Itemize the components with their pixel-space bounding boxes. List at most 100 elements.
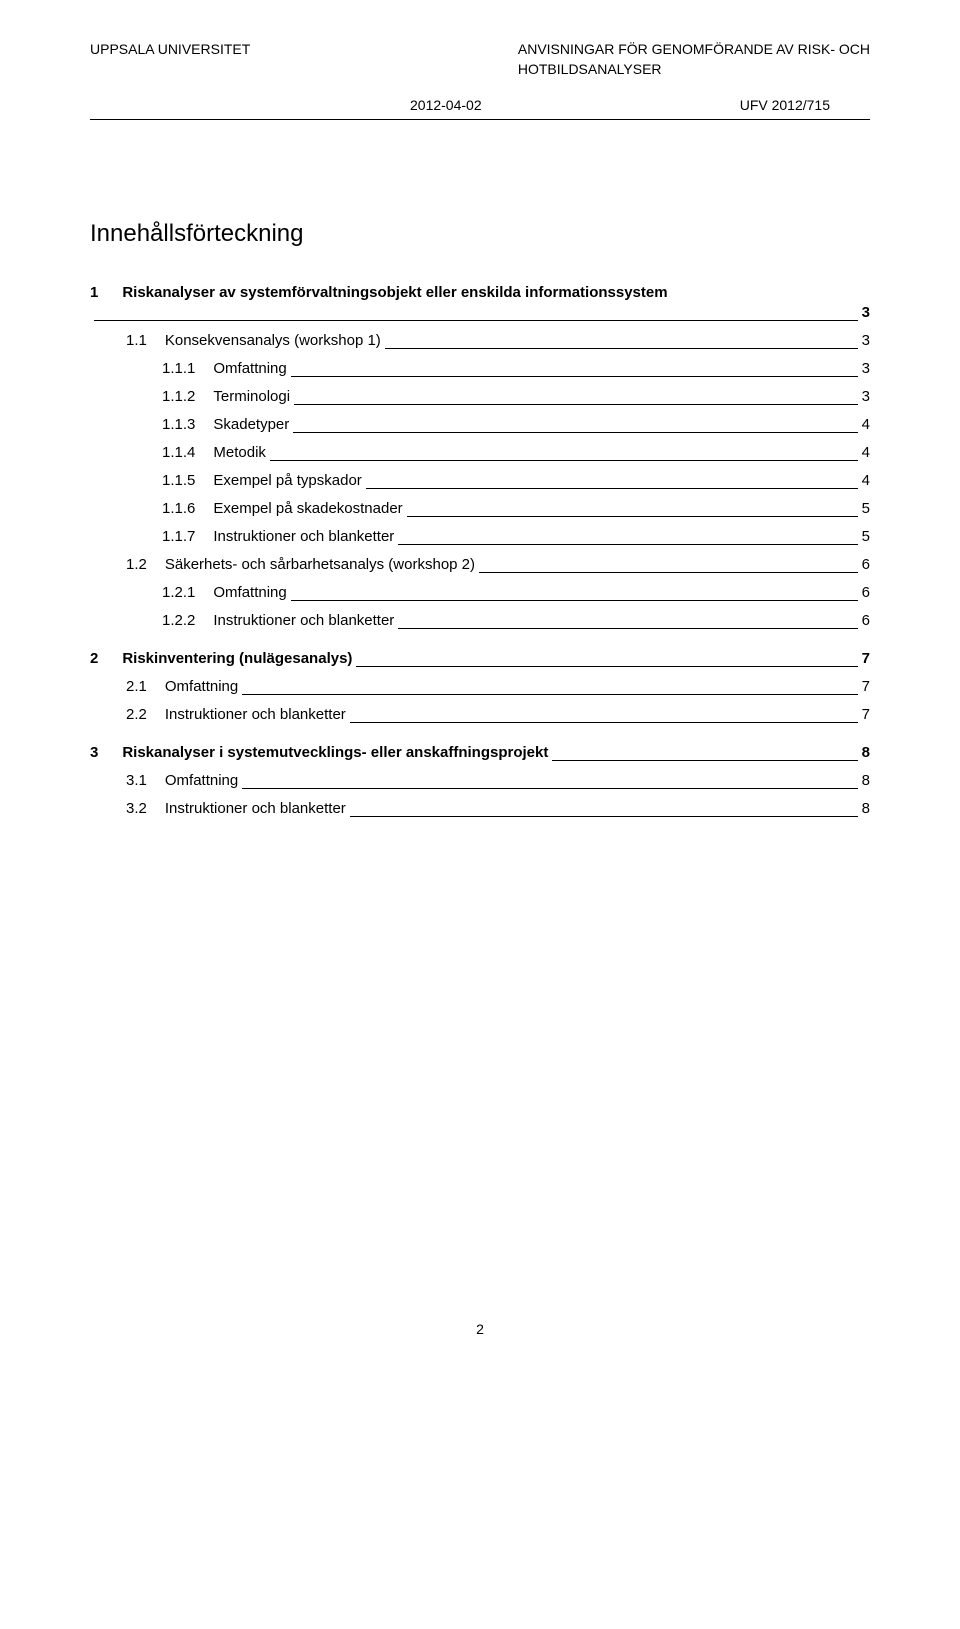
toc-num: 3 — [90, 741, 98, 765]
toc-label: Omfattning — [147, 769, 238, 793]
toc-label: Metodik — [195, 441, 266, 465]
toc-num: 2.2 — [126, 703, 147, 727]
toc-label: Exempel på typskador — [195, 469, 361, 493]
header-rule — [90, 119, 870, 120]
toc-label: Omfattning — [195, 357, 286, 381]
toc-leader-line — [552, 760, 857, 761]
toc-page: 8 — [862, 741, 870, 765]
toc-num: 1.1.4 — [162, 441, 195, 465]
toc-label: Exempel på skadekostnader — [195, 497, 402, 521]
toc-entry: 1.1.5Exempel på typskador4 — [90, 469, 870, 493]
toc-entry: 3.1Omfattning 8 — [90, 769, 870, 793]
doc-date: 2012-04-02 — [410, 97, 482, 113]
toc-page: 7 — [862, 703, 870, 727]
toc-entry: 1Riskanalyser av systemförvaltningsobjek… — [90, 284, 870, 325]
university-name: UPPSALA UNIVERSITET — [90, 40, 250, 60]
toc-entry: 1.2.2Instruktioner och blanketter 6 — [90, 609, 870, 633]
toc-label: Omfattning — [195, 581, 286, 605]
toc-entry: 1.1.4Metodik 4 — [90, 441, 870, 465]
toc-leader-line — [356, 666, 857, 667]
toc-leader-line — [242, 694, 857, 695]
toc-label: Instruktioner och blanketter — [195, 609, 394, 633]
toc-leader-line — [294, 404, 858, 405]
toc-leader-line — [242, 788, 857, 789]
page-header: UPPSALA UNIVERSITET ANVISNINGAR FÖR GENO… — [90, 40, 870, 120]
toc-label: Konsekvensanalys (workshop 1) — [147, 329, 381, 353]
toc-entry: 1.1.7Instruktioner och blanketter 5 — [90, 525, 870, 549]
toc-title: Innehållsförteckning — [90, 220, 870, 248]
toc-num: 1.2.1 — [162, 581, 195, 605]
toc-entry: 2.2Instruktioner och blanketter 7 — [90, 703, 870, 727]
toc-entry: 1.1Konsekvensanalys (workshop 1) 3 — [90, 329, 870, 353]
toc-label: Säkerhets- och sårbarhetsanalys (worksho… — [147, 553, 475, 577]
toc-entry-line1: 1Riskanalyser av systemförvaltningsobjek… — [90, 284, 870, 301]
toc-leader-line — [291, 600, 858, 601]
toc-leader-line — [479, 572, 858, 573]
toc-num: 1 — [90, 284, 98, 301]
toc-label: Instruktioner och blanketter — [195, 525, 394, 549]
toc-leader-line — [407, 516, 858, 517]
toc-num: 1.1.3 — [162, 413, 195, 437]
toc-leader-line — [350, 816, 858, 817]
toc-entry: 3.2Instruktioner och blanketter 8 — [90, 797, 870, 821]
toc-page: 3 — [862, 329, 870, 353]
toc-page: 3 — [862, 301, 870, 325]
toc-num: 1.1.2 — [162, 385, 195, 409]
toc-page: 4 — [862, 441, 870, 465]
toc-entry: 2Riskinventering (nulägesanalys) 7 — [90, 647, 870, 671]
doc-title: ANVISNINGAR FÖR GENOMFÖRANDE AV RISK- OC… — [518, 40, 870, 79]
toc-label: Riskanalyser i systemutvecklings- eller … — [98, 741, 548, 765]
doc-title-line-2: HOTBILDSANALYSER — [518, 61, 662, 77]
toc-entry: 1.1.3Skadetyper 4 — [90, 413, 870, 437]
toc-leader-line — [385, 348, 858, 349]
toc-num: 3.1 — [126, 769, 147, 793]
toc-container: 1Riskanalyser av systemförvaltningsobjek… — [90, 284, 870, 821]
doc-title-line-1: ANVISNINGAR FÖR GENOMFÖRANDE AV RISK- OC… — [518, 41, 870, 57]
toc-num: 2.1 — [126, 675, 147, 699]
toc-label: Skadetyper — [195, 413, 289, 437]
toc-page: 6 — [862, 553, 870, 577]
toc-page: 6 — [862, 609, 870, 633]
toc-label: Terminologi — [195, 385, 290, 409]
toc-num: 1.1.6 — [162, 497, 195, 521]
toc-page: 8 — [862, 769, 870, 793]
header-row-2: 2012-04-02 UFV 2012/715 — [90, 97, 870, 113]
content-area: Innehållsförteckning 1Riskanalyser av sy… — [90, 220, 870, 821]
toc-page: 5 — [862, 497, 870, 521]
toc-page: 7 — [862, 675, 870, 699]
toc-leader-line — [398, 544, 857, 545]
toc-leader-line — [293, 432, 857, 433]
toc-entry-line2: 3 — [90, 301, 870, 325]
toc-leader-line — [350, 722, 858, 723]
toc-label: Riskinventering (nulägesanalys) — [98, 647, 352, 671]
header-row-1: UPPSALA UNIVERSITET ANVISNINGAR FÖR GENO… — [90, 40, 870, 79]
toc-leader-line — [291, 376, 858, 377]
toc-page: 5 — [862, 525, 870, 549]
toc-num: 2 — [90, 647, 98, 671]
toc-num: 1.1 — [126, 329, 147, 353]
toc-page: 7 — [862, 647, 870, 671]
toc-num: 1.1.7 — [162, 525, 195, 549]
toc-entry: 1.1.6Exempel på skadekostnader 5 — [90, 497, 870, 521]
toc-leader-line — [366, 488, 858, 489]
toc-page: 4 — [862, 413, 870, 437]
toc-entry: 2.1Omfattning 7 — [90, 675, 870, 699]
toc-num: 3.2 — [126, 797, 147, 821]
toc-entry: 3Riskanalyser i systemutvecklings- eller… — [90, 741, 870, 765]
page-number: 2 — [90, 1321, 870, 1337]
toc-page: 3 — [862, 357, 870, 381]
toc-num: 1.2.2 — [162, 609, 195, 633]
toc-page: 8 — [862, 797, 870, 821]
toc-entry: 1.1.1Omfattning 3 — [90, 357, 870, 381]
toc-label: Instruktioner och blanketter — [147, 703, 346, 727]
toc-entry: 1.1.2Terminologi3 — [90, 385, 870, 409]
toc-label: Instruktioner och blanketter — [147, 797, 346, 821]
toc-label: Omfattning — [147, 675, 238, 699]
toc-num: 1.1.1 — [162, 357, 195, 381]
toc-page: 4 — [862, 469, 870, 493]
toc-num: 1.2 — [126, 553, 147, 577]
toc-leader-line — [398, 628, 857, 629]
toc-entry: 1.2.1Omfattning 6 — [90, 581, 870, 605]
toc-entry: 1.2Säkerhets- och sårbarhetsanalys (work… — [90, 553, 870, 577]
toc-page: 6 — [862, 581, 870, 605]
